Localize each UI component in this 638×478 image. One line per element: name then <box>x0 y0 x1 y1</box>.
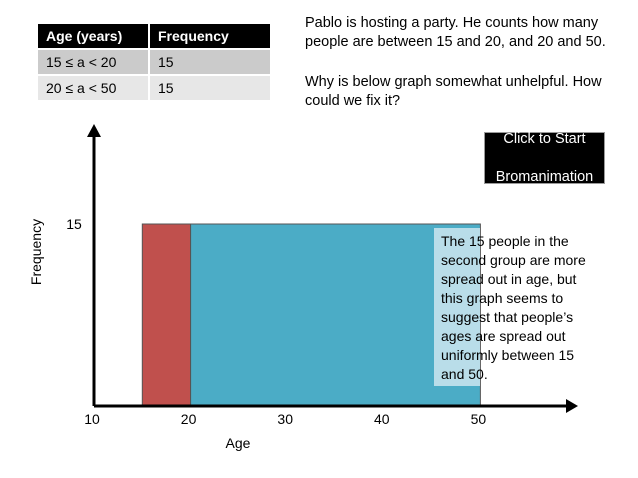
start-animation-button[interactable]: Click to Start Bromanimation <box>484 130 605 185</box>
explanation-callout: The 15 people in the second group are mo… <box>434 228 586 386</box>
cell-age-range: 15 ≤ a < 20 <box>38 48 150 75</box>
y-axis-label: Frequency <box>28 219 44 285</box>
table-header-row: Age (years) Frequency <box>38 24 270 49</box>
cell-frequency: 15 <box>149 74 270 100</box>
x-axis-arrowhead <box>566 399 578 413</box>
table-row: 20 ≤ a < 50 15 <box>38 74 270 100</box>
problem-statement: Pablo is hosting a party. He counts how … <box>305 15 606 50</box>
y-axis-arrowhead <box>87 124 101 137</box>
x-axis-label: Age <box>226 435 251 451</box>
x-tick-label: 30 <box>277 411 293 427</box>
x-tick-label: 40 <box>374 411 390 427</box>
histogram-bar-2 <box>190 223 481 407</box>
table-row: 15 ≤ a < 20 15 <box>38 48 270 75</box>
question-text: Why is below graph somewhat unhelpful. H… <box>305 74 602 109</box>
header-frequency: Frequency <box>149 24 270 49</box>
cell-frequency: 15 <box>149 48 270 75</box>
histogram-bar-1 <box>141 223 192 407</box>
header-age: Age (years) <box>38 24 150 49</box>
callout-text: The 15 people in the second group are mo… <box>441 233 586 382</box>
y-tick-label: 15 <box>66 216 82 232</box>
x-tick-label: 20 <box>181 411 197 427</box>
x-tick-label: 10 <box>84 411 100 427</box>
callout-highlight <box>434 228 480 386</box>
button-label-line1: Click to Start <box>503 130 586 147</box>
cell-age-range: 20 ≤ a < 50 <box>38 74 150 100</box>
button-label-line2: Bromanimation <box>495 168 594 185</box>
x-tick-label: 50 <box>471 411 487 427</box>
frequency-table: Age (years) Frequency 15 ≤ a < 20 15 20 … <box>38 24 270 100</box>
